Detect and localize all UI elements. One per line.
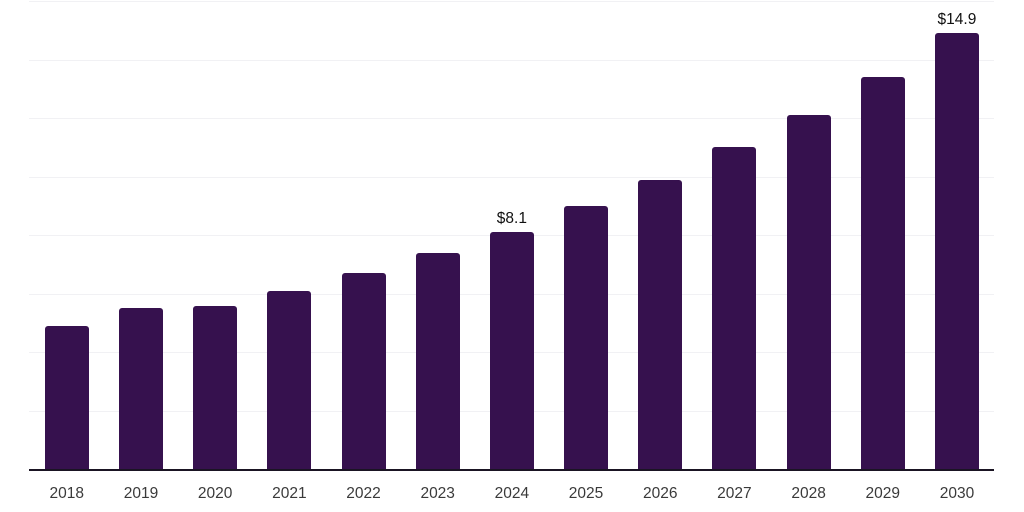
- bar-2023: [415, 252, 460, 470]
- x-tick-2024: 2024: [494, 485, 530, 502]
- x-tick-2023: 2023: [420, 485, 455, 502]
- value-label-2030: $14.9: [937, 10, 977, 28]
- x-tick-2019: 2019: [123, 485, 159, 502]
- gridline: [29, 1, 994, 2]
- bar-2027: [712, 147, 757, 470]
- x-tick-2030: 2030: [939, 485, 975, 502]
- bar-2022: [341, 273, 386, 470]
- x-tick-2018: 2018: [49, 485, 85, 502]
- x-tick-2027: 2027: [717, 485, 752, 502]
- bar-2025: [564, 205, 609, 470]
- x-tick-2020: 2020: [197, 485, 233, 502]
- bar-2030: [934, 33, 979, 470]
- bar-2021: [267, 290, 312, 470]
- bar-2019: [118, 308, 163, 470]
- x-axis-line: [29, 469, 994, 471]
- x-tick-2029: 2029: [865, 485, 901, 502]
- value-label-2024: $8.1: [496, 209, 527, 227]
- gridline: [29, 59, 994, 61]
- x-tick-2021: 2021: [272, 485, 307, 502]
- x-tick-2026: 2026: [642, 485, 678, 502]
- x-tick-2028: 2028: [791, 485, 826, 502]
- gridline: [29, 176, 994, 178]
- bar-2026: [638, 179, 683, 470]
- x-tick-2022: 2022: [346, 485, 381, 502]
- gridline: [29, 118, 994, 120]
- bar-2028: [786, 115, 831, 470]
- x-axis-labels: 2018 2019 2020 2021 2022 2023 2024 2025 2026 2027…: [29, 485, 994, 505]
- bar-2024: [489, 232, 534, 470]
- plot-area: $8.1 $14.9: [29, 1, 994, 470]
- bar-2020: [193, 305, 238, 470]
- bar-2018: [44, 326, 89, 470]
- bar-2029: [860, 77, 905, 470]
- x-tick-2025: 2025: [568, 485, 604, 502]
